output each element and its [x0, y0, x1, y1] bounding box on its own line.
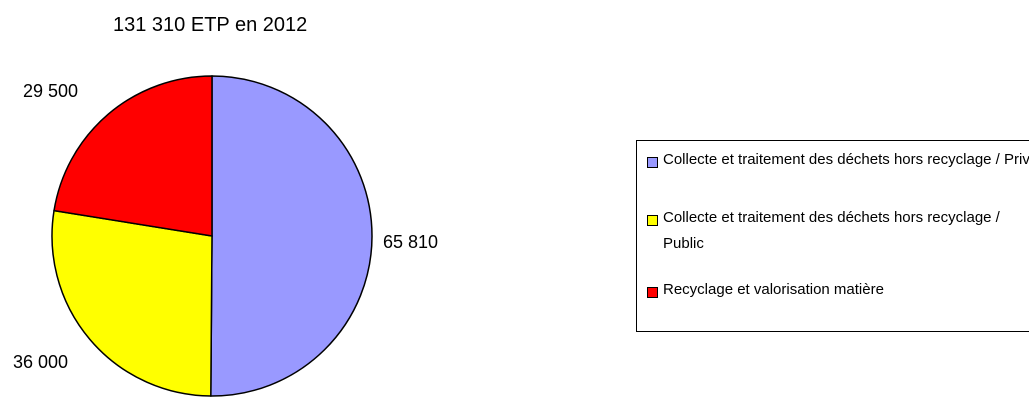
slice-value-label-recyclage: 29 500: [23, 81, 78, 101]
slice-value-label-prive: 65 810: [383, 232, 438, 252]
pie-slice-prive: [210, 75, 373, 397]
legend-item-recyclage: Recyclage et valorisation matière: [647, 281, 1029, 303]
legend-label-public: Collecte et traitement des déchets hors …: [663, 209, 1000, 252]
pie-slice-public: [51, 209, 213, 397]
chart-title: 131 310 ETP en 2012: [113, 14, 308, 36]
legend-swatch-prive: [647, 157, 658, 168]
slice-value-label-public: 36 000: [13, 352, 68, 372]
legend-label-prive: Collecte et traitement des déchets hors …: [663, 151, 1029, 168]
legend-label-recyclage: Recyclage et valorisation matière: [663, 281, 884, 298]
legend-item-prive: Collecte et traitement des déchets hors …: [647, 151, 1029, 173]
pie-chart: 65 810 36 000 29 500: [13, 75, 438, 397]
legend-swatch-recyclage: [647, 287, 658, 298]
pie-slice-recyclage: [53, 75, 213, 237]
legend-swatch-public: [647, 215, 658, 226]
legend: Collecte et traitement des déchets hors …: [636, 140, 1029, 332]
legend-item-public: Collecte et traitement des déchets hors …: [647, 209, 1029, 257]
